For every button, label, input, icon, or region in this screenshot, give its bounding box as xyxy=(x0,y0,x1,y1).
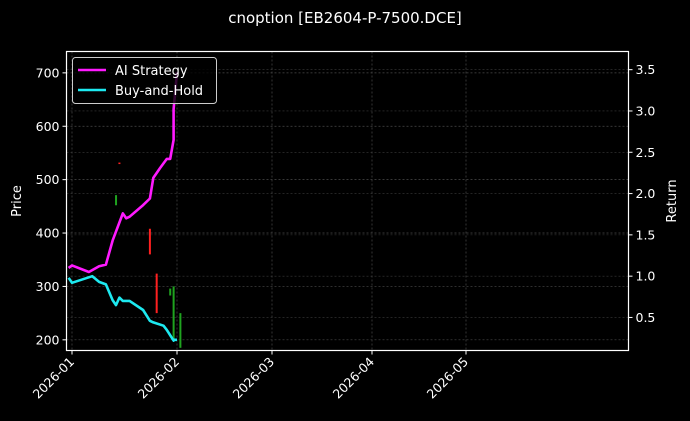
series-line-buy-and-hold xyxy=(67,274,177,342)
left-tick-label: 600 xyxy=(36,119,60,134)
left-axis-title: Price xyxy=(10,185,25,217)
left-tick-label: 700 xyxy=(36,65,60,80)
left-tick-label: 200 xyxy=(36,332,60,347)
series-lines xyxy=(67,71,179,342)
left-tick-label: 300 xyxy=(36,279,60,294)
series-line-ai-strategy xyxy=(67,71,179,274)
right-tick-label: 3.5 xyxy=(636,62,656,77)
legend-label-buy-and-hold: Buy-and-Hold xyxy=(115,84,203,99)
right-axis-title: Return xyxy=(665,179,680,222)
legend-box xyxy=(72,57,217,104)
right-y-axis: 0.5 1.0 1.5 2.0 2.5 3.0 3.5 xyxy=(628,62,656,325)
right-tick-label: 1.0 xyxy=(636,269,656,284)
legend-label-ai-strategy: AI Strategy xyxy=(115,64,188,79)
left-tick-label: 500 xyxy=(36,172,60,187)
right-tick-label: 1.5 xyxy=(636,227,656,242)
chart-title: cnoption [EB2604-P-7500.DCE] xyxy=(228,9,462,27)
legend: AI Strategy Buy-and-Hold xyxy=(72,57,217,104)
right-tick-label: 3.0 xyxy=(636,103,656,118)
right-tick-label: 2.0 xyxy=(636,186,656,201)
right-tick-label: 0.5 xyxy=(636,310,656,325)
candles xyxy=(115,162,182,348)
plot-frame xyxy=(65,50,630,352)
left-y-axis: 200 300 400 500 600 700 xyxy=(36,65,67,347)
grid-lines xyxy=(66,51,629,351)
right-tick-label: 2.5 xyxy=(636,145,656,160)
left-tick-label: 400 xyxy=(36,226,60,241)
